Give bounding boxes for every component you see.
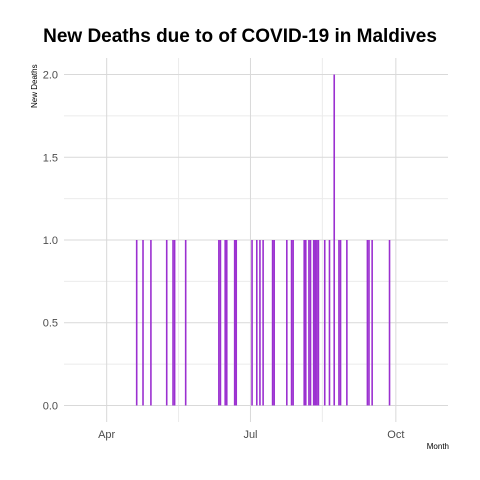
chart-title: New Deaths due to of COVID-19 in Maldive… [43,26,437,47]
y-tick-label: 0.0 [43,400,58,412]
bar [219,240,222,406]
y-tick-label: 0.5 [43,318,58,330]
bar [251,240,253,406]
bar [309,240,312,406]
bar [218,240,220,406]
bar [262,240,264,406]
bar [224,240,226,406]
bar [233,240,236,406]
y-tick-label: 1.5 [43,152,58,164]
bar [333,74,336,406]
bar [328,240,331,406]
bar [388,240,391,406]
bar [225,240,228,406]
bar [150,240,152,406]
bar [366,240,369,406]
bar [371,240,373,406]
bar [317,240,320,406]
x-axis-label: Month [427,442,449,451]
bar [314,240,317,406]
bar [255,240,258,406]
x-axis-ticks: Apr Jul Oct [98,429,404,441]
bar [142,240,144,406]
bar [173,240,176,406]
bar [292,240,294,406]
bar [308,240,310,406]
bar [290,240,293,406]
bars [135,74,391,406]
y-axis-label: New Deaths [30,64,39,108]
bar [172,240,174,406]
bar [339,240,342,406]
y-tick-label: 1.0 [43,235,58,247]
bar [286,240,288,406]
x-tick-label: Oct [387,429,404,441]
bar [135,240,138,406]
y-axis-ticks: 0.0 0.5 1.0 1.5 2.0 [43,70,58,413]
bar [346,240,348,406]
bar [184,240,187,406]
bar [259,240,261,406]
bar [312,240,315,406]
bar [165,240,168,406]
y-tick-label: 2.0 [43,70,58,82]
bar [338,240,340,406]
bar [368,240,370,406]
x-tick-label: Jul [243,429,257,441]
bar [273,240,275,406]
bar [323,240,326,406]
bar [316,240,318,406]
bar [235,240,238,406]
bar [271,240,274,406]
bar [304,240,307,406]
x-tick-label: Apr [98,429,115,441]
bar [303,240,305,406]
